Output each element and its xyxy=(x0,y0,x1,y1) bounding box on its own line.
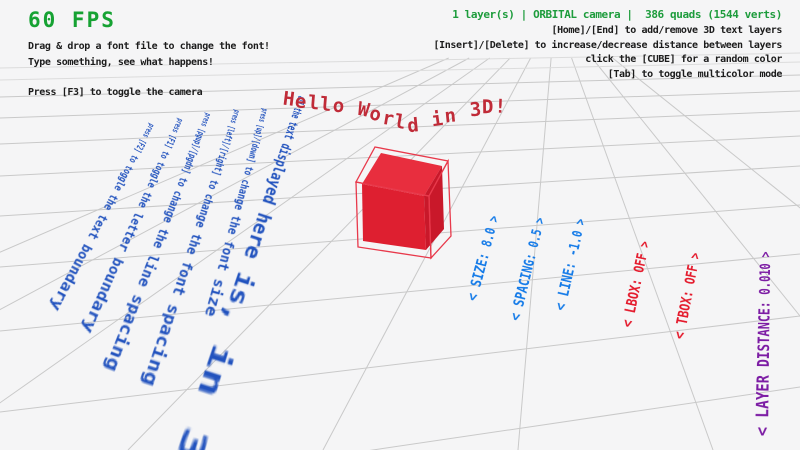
hud-right: 1 layer(s) | ORBITAL camera | 386 quads … xyxy=(434,8,782,82)
hint-multicolor: [Tab] to toggle multicolor mode xyxy=(434,68,782,83)
hint-layers: [Home]/[End] to add/remove 3D text layer… xyxy=(434,24,782,39)
app-window: press [F2] to toggle the text boundary pr… xyxy=(0,0,800,450)
hud-left: 60 FPS Drag & drop a font file to change… xyxy=(28,8,270,101)
hint-cube-color: click the [CUBE] for a random color xyxy=(434,53,782,68)
render-stats: 1 layer(s) | ORBITAL camera | 386 quads … xyxy=(434,8,782,21)
hint-camera-toggle: Press [F3] to toggle the camera xyxy=(28,85,270,101)
fps-counter: 60 FPS xyxy=(28,8,270,32)
hint-layer-distance: [Insert]/[Delete] to increase/decrease d… xyxy=(434,39,782,54)
hint-drag-drop: Drag & drop a font file to change the fo… xyxy=(28,39,270,55)
hint-type: Type something, see what happens! xyxy=(28,55,270,71)
